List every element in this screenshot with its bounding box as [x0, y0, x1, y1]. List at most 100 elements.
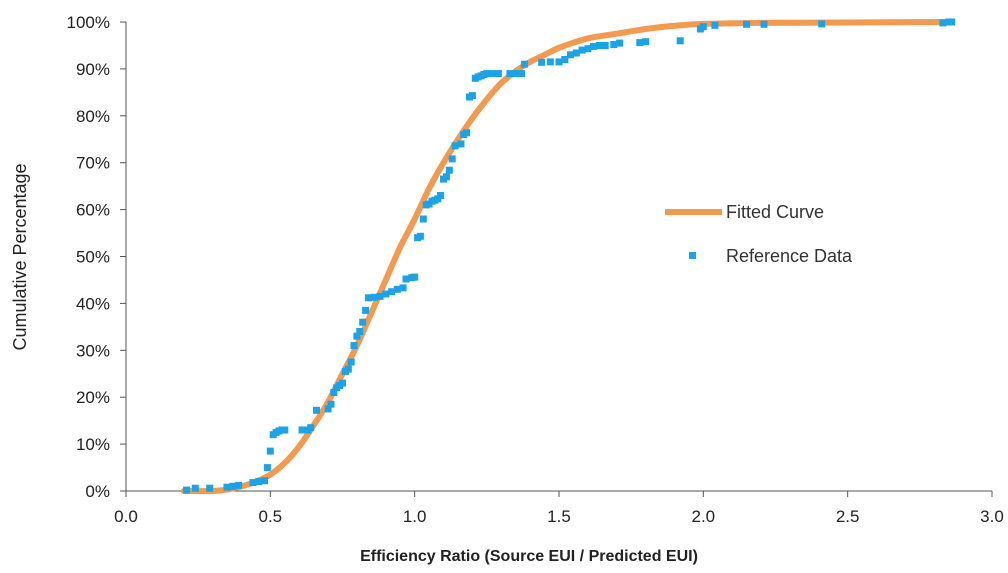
fitted-curve-line: [180, 19, 955, 495]
reference-data-point: [365, 294, 372, 302]
reference-data-point: [448, 155, 456, 163]
reference-data-point: [561, 56, 569, 63]
reference-data-point: [399, 284, 407, 292]
reference-data-point: [699, 23, 707, 31]
y-tick-label: 90%: [76, 60, 110, 79]
x-tick-label: 2.5: [836, 507, 860, 526]
reference-data-series: [183, 18, 956, 494]
reference-data-point: [518, 70, 525, 78]
reference-data-point: [463, 129, 471, 137]
reference-data-point: [206, 484, 214, 492]
y-tick-label: 40%: [76, 294, 110, 313]
reference-data-point: [512, 70, 520, 78]
y-tick-label: 60%: [76, 201, 110, 220]
axes: [120, 21, 993, 497]
x-tick-label: 3.0: [980, 507, 1004, 526]
reference-data-point: [437, 192, 445, 199]
reference-data-point: [255, 478, 263, 486]
reference-data-point: [636, 39, 644, 47]
reference-data-point: [538, 58, 546, 66]
reference-data-point: [445, 166, 453, 174]
reference-data-point: [601, 42, 609, 49]
x-tick-label: 0.5: [259, 507, 283, 526]
reference-data-point: [572, 49, 580, 57]
reference-data-point: [235, 481, 243, 489]
reference-data-point: [760, 20, 768, 28]
reference-data-point: [298, 426, 306, 434]
reference-data-point: [520, 60, 528, 68]
reference-data-point: [339, 379, 346, 387]
reference-data-point: [191, 484, 199, 492]
tick-labels: 0% 10% 20% 30% 40% 50% 60% 70% 80% 90% 100% 0.0 0.5 1…: [67, 13, 1004, 526]
reference-data-point: [948, 18, 956, 26]
reference-data-point: [229, 482, 237, 490]
reference-data-point: [382, 290, 390, 298]
y-tick-label: 80%: [76, 107, 110, 126]
reference-data-point: [451, 142, 459, 150]
reference-data-point: [353, 332, 361, 340]
reference-data-point: [483, 70, 491, 78]
reference-data-point: [584, 45, 592, 53]
reference-data-point: [419, 215, 427, 223]
reference-data-point: [595, 42, 603, 49]
legend-reference-data-label: Reference Data: [726, 246, 853, 266]
reference-data-point: [266, 447, 274, 455]
reference-data-point: [350, 342, 358, 350]
reference-data-point: [362, 306, 370, 314]
y-tick-label: 70%: [76, 154, 110, 173]
reference-data-point: [263, 464, 271, 472]
x-axis-title: Efficiency Ratio (Source EUI / Predicted…: [360, 548, 698, 565]
y-tick-label: 100%: [67, 13, 110, 32]
reference-data-point: [818, 20, 826, 28]
fitted-curve-series: [180, 19, 955, 495]
reference-data-point: [442, 173, 450, 181]
reference-data-point: [555, 58, 563, 66]
legend-reference-data-swatch: [689, 252, 696, 259]
legend: Fitted Curve Reference Data: [665, 202, 853, 266]
legend-fitted-curve-label: Fitted Curve: [726, 202, 824, 222]
reference-data-point: [330, 389, 338, 396]
reference-data-point: [388, 288, 396, 296]
reference-data-point: [416, 232, 424, 240]
reference-data-point: [578, 46, 586, 54]
reference-data-point: [402, 275, 410, 283]
reference-data-point: [642, 38, 650, 46]
reference-data-point: [457, 140, 465, 148]
reference-data-point: [939, 19, 947, 27]
reference-data-point: [223, 483, 231, 491]
y-tick-label: 0%: [85, 482, 110, 501]
reference-data-point: [347, 358, 355, 366]
reference-data-point: [590, 42, 598, 50]
reference-data-point: [324, 405, 332, 413]
reference-data-point: [468, 92, 476, 100]
x-tick-label: 2.0: [692, 507, 716, 526]
reference-data-point: [344, 365, 352, 373]
y-tick-label: 30%: [76, 341, 110, 360]
y-tick-label: 20%: [76, 388, 110, 407]
x-tick-label: 1.5: [547, 507, 571, 526]
reference-data-point: [359, 318, 367, 326]
reference-data-point: [743, 20, 751, 28]
x-tick-label: 0.0: [114, 507, 138, 526]
reference-data-point: [249, 479, 257, 487]
reference-data-point: [489, 70, 497, 78]
reference-data-point: [370, 293, 378, 301]
reference-data-point: [567, 51, 574, 59]
reference-data-point: [281, 426, 289, 434]
x-tick-label: 1.0: [403, 507, 427, 526]
reference-data-point: [393, 285, 401, 293]
reference-data-point: [307, 424, 315, 432]
reference-data-point: [183, 486, 191, 494]
y-axis-title: Cumulative Percentage: [10, 163, 30, 350]
y-tick-label: 10%: [76, 435, 110, 454]
reference-data-point: [711, 21, 719, 29]
reference-data-point: [610, 41, 618, 48]
reference-data-point: [261, 477, 269, 485]
y-tick-label: 50%: [76, 248, 110, 267]
reference-data-point: [327, 400, 335, 408]
reference-data-point: [546, 58, 554, 66]
reference-data-point: [356, 328, 364, 335]
reference-data-point: [494, 70, 502, 78]
reference-data-point: [376, 292, 384, 300]
